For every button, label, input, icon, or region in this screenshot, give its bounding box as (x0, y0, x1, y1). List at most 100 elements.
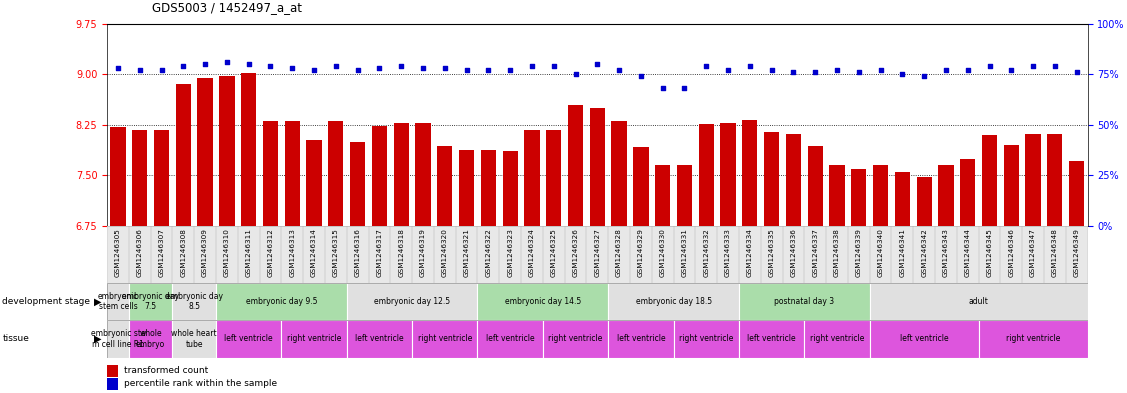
Bar (216, 320, 282, 358)
Text: GSM1246306: GSM1246306 (136, 228, 143, 277)
Point (654, 85, 672, 92)
Bar (873, 165, 888, 226)
Point (523, 63, 541, 69)
Text: GDS5003 / 1452497_a_at: GDS5003 / 1452497_a_at (152, 1, 302, 14)
Text: GSM1246331: GSM1246331 (682, 228, 687, 277)
Text: development stage: development stage (2, 297, 90, 306)
Point (763, 67, 781, 73)
Point (806, 69, 824, 75)
Bar (503, 151, 517, 226)
Text: embryonic day 9.5: embryonic day 9.5 (246, 297, 317, 306)
Point (784, 69, 802, 75)
Text: GSM1246330: GSM1246330 (659, 228, 666, 277)
Point (348, 67, 366, 73)
Bar (282, 320, 347, 358)
Bar (633, 147, 648, 226)
Bar (107, 320, 128, 358)
Point (152, 67, 170, 73)
Bar (197, 77, 213, 226)
Bar (547, 130, 561, 226)
Text: GSM1246324: GSM1246324 (529, 228, 535, 277)
Point (196, 61, 214, 67)
Text: GSM1246346: GSM1246346 (1009, 228, 1014, 277)
Text: embryonic ste
m cell line R1: embryonic ste m cell line R1 (90, 329, 145, 349)
Bar (263, 121, 278, 226)
Text: left ventricle: left ventricle (899, 334, 949, 343)
Text: whole heart
tube: whole heart tube (171, 329, 218, 349)
Text: GSM1246319: GSM1246319 (420, 228, 426, 277)
Point (414, 65, 432, 71)
Point (305, 67, 323, 73)
Text: left ventricle: left ventricle (224, 334, 273, 343)
Bar (982, 135, 997, 226)
Bar (176, 84, 190, 226)
Text: right ventricle: right ventricle (287, 334, 341, 343)
Text: GSM1246337: GSM1246337 (813, 228, 818, 277)
Point (740, 63, 758, 69)
Point (544, 63, 562, 69)
Text: GSM1246348: GSM1246348 (1051, 228, 1058, 277)
Point (283, 65, 301, 71)
Point (850, 69, 868, 75)
Text: ▶: ▶ (94, 334, 101, 344)
Text: GSM1246317: GSM1246317 (376, 228, 382, 277)
Bar (960, 158, 975, 226)
Point (1024, 63, 1042, 69)
Text: embryonic day
7.5: embryonic day 7.5 (122, 292, 179, 311)
Bar (154, 130, 169, 226)
Bar (481, 150, 496, 226)
Text: GSM1246307: GSM1246307 (159, 228, 165, 277)
Text: tissue: tissue (2, 334, 29, 343)
Point (719, 67, 737, 73)
Point (698, 63, 716, 69)
Bar (393, 123, 409, 226)
Bar (805, 320, 870, 358)
Text: left ventricle: left ventricle (355, 334, 403, 343)
Text: embryonic day 18.5: embryonic day 18.5 (636, 297, 711, 306)
Bar (870, 283, 1088, 320)
Text: GSM1246349: GSM1246349 (1074, 228, 1080, 277)
Text: GSM1246325: GSM1246325 (551, 228, 557, 277)
Text: GSM1246312: GSM1246312 (267, 228, 274, 277)
Bar (328, 121, 344, 226)
Text: GSM1246338: GSM1246338 (834, 228, 840, 277)
Point (871, 67, 889, 73)
Text: transformed count: transformed count (124, 366, 208, 375)
Bar (720, 123, 736, 226)
Bar (347, 283, 478, 320)
Text: GSM1246311: GSM1246311 (246, 228, 251, 277)
Bar (699, 124, 713, 226)
Bar (172, 283, 216, 320)
Point (632, 73, 650, 79)
Bar (132, 130, 148, 226)
Bar (128, 283, 172, 320)
Bar (739, 283, 870, 320)
Point (588, 61, 606, 67)
Text: left ventricle: left ventricle (616, 334, 665, 343)
Text: right ventricle: right ventricle (680, 334, 734, 343)
Text: left ventricle: left ventricle (486, 334, 534, 343)
Bar (372, 126, 387, 226)
Text: GSM1246308: GSM1246308 (180, 228, 186, 277)
Bar (589, 108, 605, 226)
Bar (172, 320, 216, 358)
Point (109, 65, 127, 71)
Text: whole
embryo: whole embryo (136, 329, 166, 349)
Bar (437, 146, 452, 226)
Point (1046, 63, 1064, 69)
Bar (829, 165, 844, 226)
Point (392, 63, 410, 69)
Bar (347, 320, 412, 358)
Point (175, 63, 193, 69)
Bar (459, 151, 474, 226)
Text: embryonic day 12.5: embryonic day 12.5 (374, 297, 450, 306)
Point (915, 73, 933, 79)
Text: GSM1246326: GSM1246326 (573, 228, 578, 277)
Text: GSM1246321: GSM1246321 (463, 228, 470, 277)
Bar (416, 123, 431, 226)
Bar (412, 320, 478, 358)
Point (458, 67, 476, 73)
Point (937, 67, 955, 73)
Bar (786, 134, 801, 226)
Bar (1004, 145, 1019, 226)
